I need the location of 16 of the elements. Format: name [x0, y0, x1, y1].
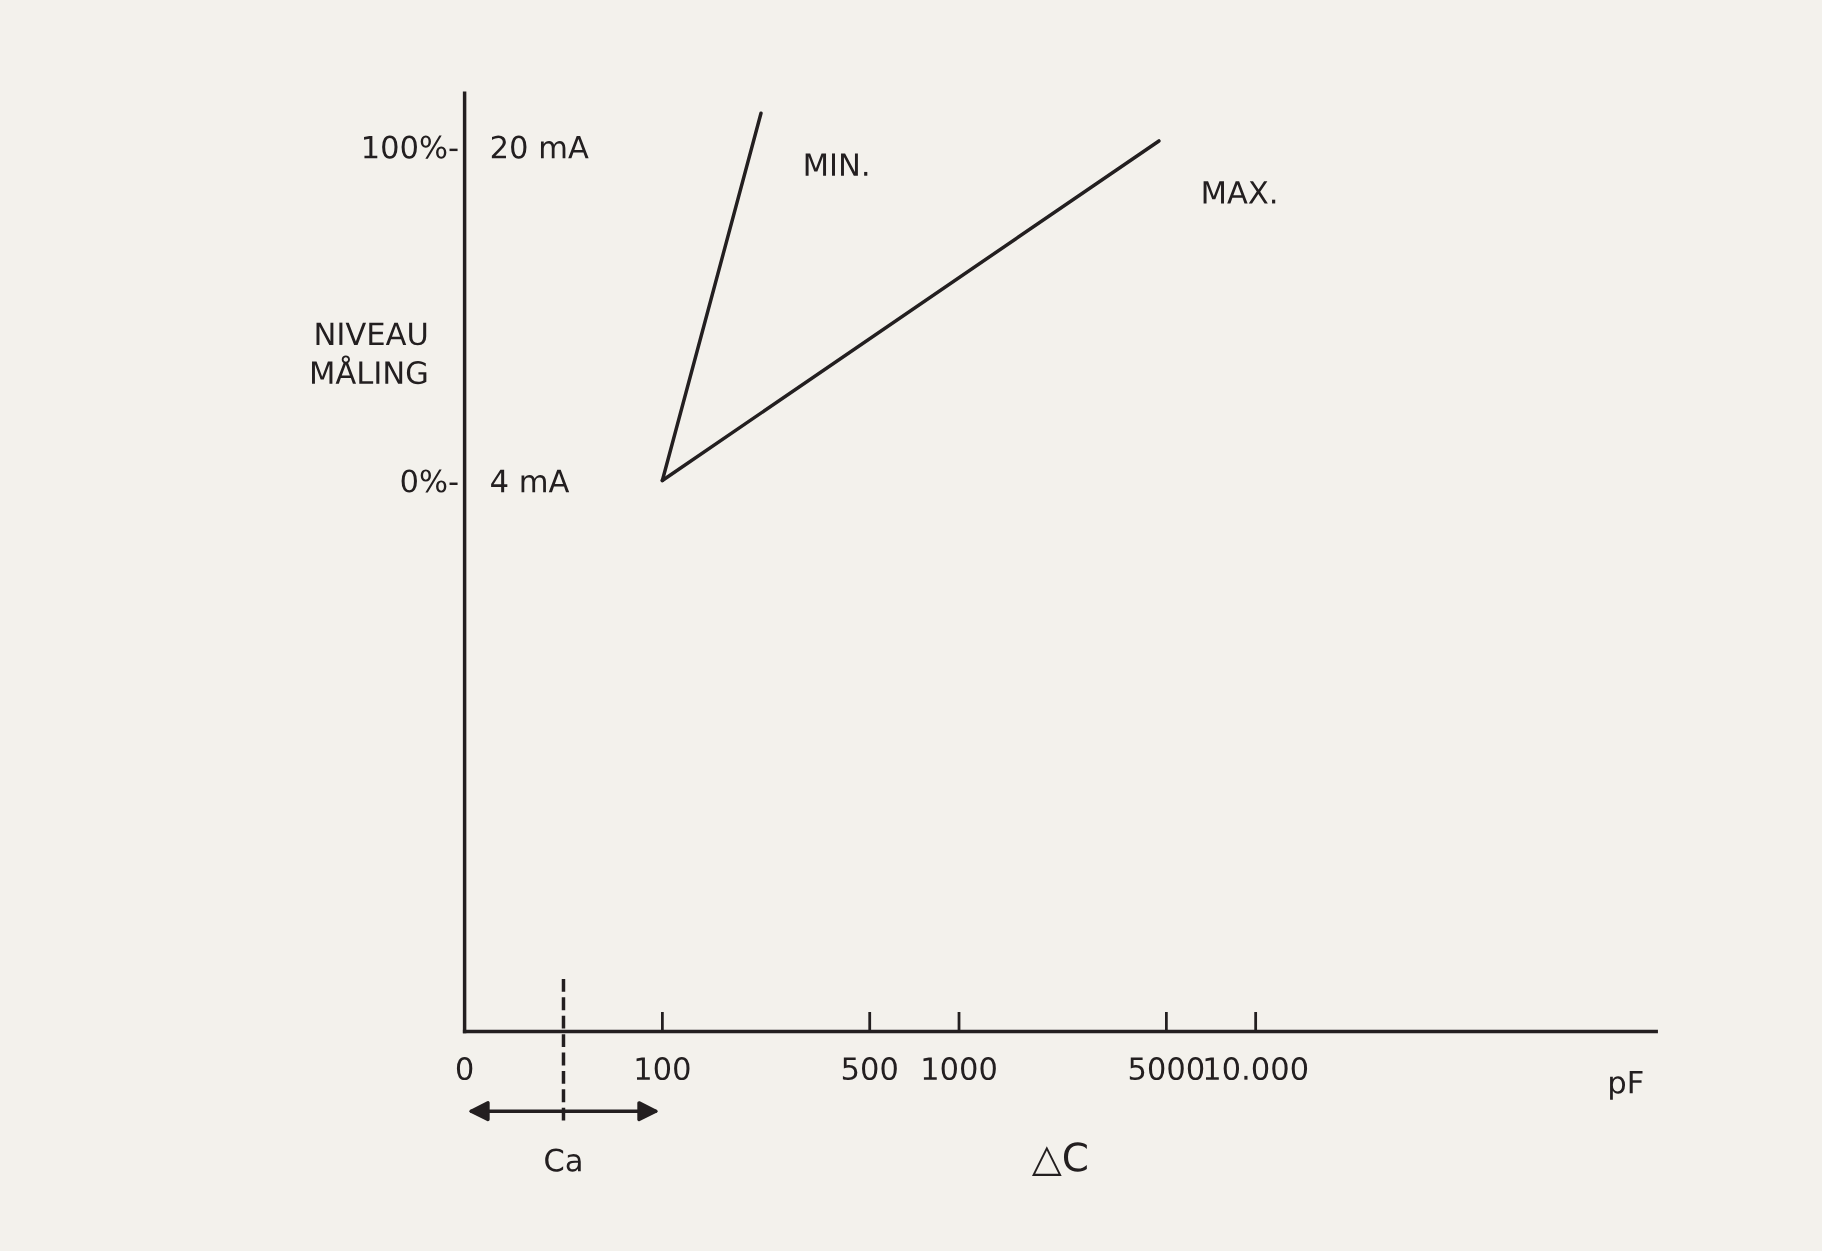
series-label: MIN.	[805, 153, 868, 176]
y-tick-label: 100%-	[364, 135, 458, 159]
text: Ca	[545, 1148, 581, 1172]
y2-tick-label: 20 mA	[491, 135, 589, 159]
x-tick-label: 100	[636, 1056, 690, 1081]
x-tick-label: 5000	[1129, 1056, 1204, 1081]
x-tick-label: 10.000	[1205, 1056, 1308, 1081]
x-axis-title: △C	[1031, 1142, 1087, 1176]
x-tick-label: 0	[456, 1056, 473, 1081]
series-label: MAX.	[1203, 181, 1276, 204]
y-axis-title: NIVEAU MÅLING	[312, 322, 427, 385]
x-tick-label: 1000	[923, 1056, 996, 1081]
y2-tick-label: 4 mA	[491, 469, 570, 493]
x-tick-label: 500	[842, 1056, 897, 1081]
y-tick-label: 0%-	[401, 469, 458, 493]
text: pF	[1610, 1071, 1643, 1100]
